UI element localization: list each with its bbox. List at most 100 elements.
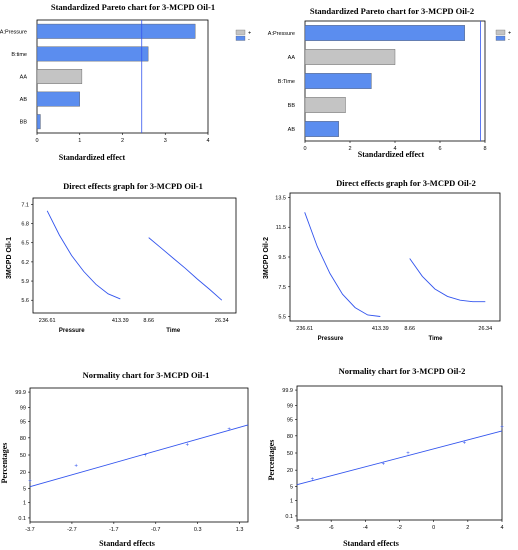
x-tick-label: 1 — [78, 138, 81, 144]
x-tick-label: 0.3 — [194, 527, 202, 533]
pareto-bar — [304, 73, 372, 89]
x-tick-label: 0 — [35, 138, 38, 144]
y-tick-label: 1 — [23, 500, 26, 506]
factor-label: Time — [429, 336, 444, 342]
chart-title: Normality chart for 3-MCPD Oil-1 — [83, 370, 210, 380]
effect-curve — [46, 210, 121, 300]
y-tick-label: 95 — [20, 419, 26, 425]
data-point: + — [74, 464, 78, 470]
x-tick-label: 236.61 — [39, 318, 56, 324]
plot-frame — [296, 385, 503, 521]
x-tick-label: -6 — [329, 525, 334, 531]
y-tick-label: 99.9 — [282, 388, 293, 394]
chart-title: Standardized Pareto chart for 3-MCPD Oil… — [310, 6, 474, 16]
x-axis-title: Standardized effect — [358, 150, 425, 159]
x-tick-label: 0 — [432, 525, 435, 531]
chart-title: Standardized Pareto chart for 3-MCPD Oil… — [51, 2, 215, 12]
normality-chart-oil-2: Normality chart for 3-MCPD Oil-2 Standar… — [267, 366, 504, 548]
legend-label: + — [248, 31, 251, 37]
chart-title: Normality chart for 3-MCPD Oil-2 — [339, 366, 466, 376]
y-tick-label: 5 — [23, 487, 26, 493]
data-point: + — [382, 462, 386, 468]
legend-swatch — [235, 29, 246, 35]
data-point: + — [185, 442, 189, 448]
category-label: AA — [288, 55, 296, 61]
data-point: + — [311, 477, 315, 483]
y-tick-label: 6.5 — [21, 241, 29, 247]
y-tick-label: 80 — [287, 434, 293, 440]
normality-chart-oil-1: Normality chart for 3-MCPD Oil-1 Standar… — [0, 370, 249, 548]
legend-swatch — [235, 35, 246, 41]
x-tick-label: 1.3 — [236, 527, 244, 533]
y-axis-title: 3MCPD Oil-2 — [263, 237, 270, 279]
legend-swatch — [495, 35, 506, 41]
x-tick-label: 4 — [393, 146, 396, 152]
x-tick-label: 236.61 — [296, 326, 313, 332]
pareto-chart-oil-2: Standardized Pareto chart for 3-MCPD Oil… — [268, 6, 511, 159]
y-tick-label: 50 — [287, 451, 293, 457]
x-tick-label: 2 — [466, 525, 469, 531]
factor-label: Pressure — [318, 336, 344, 342]
chart-title: Direct effects graph for 3-MCPD Oil-1 — [63, 181, 203, 191]
y-tick-label: 99 — [287, 404, 293, 410]
plot-area: 0.1 1 5 20 50 80 95 99 99.9 -8 -6 -4 -2 0 2 4 + + + + + — [282, 385, 504, 531]
plot-area: 0.1 1 5 20 50 80 95 99 99.9 -3.7 -2.7 -1.7 -0.7 0.3 1.… — [15, 387, 249, 533]
chart-title: Direct effects graph for 3-MCPD Oil-2 — [336, 178, 476, 188]
x-tick-label: -2.7 — [67, 527, 76, 533]
category-label: AB — [288, 127, 296, 133]
y-tick-label: 7.5 — [278, 285, 286, 291]
category-label: AA — [20, 75, 28, 81]
y-tick-label: 1 — [290, 498, 293, 504]
x-tick-label: 413.39 — [372, 326, 389, 332]
category-label: AB — [20, 97, 28, 103]
y-tick-label: 0.1 — [18, 516, 26, 522]
data-point: + — [463, 440, 467, 446]
fit-line — [29, 424, 249, 488]
data-point: + — [227, 427, 231, 433]
plot-area: 5.6 5.9 6.2 6.5 6.8 7.1 236.61 413.39 Pressure 8.… — [21, 197, 237, 334]
plot-frame — [32, 197, 237, 314]
x-tick-label: 4 — [206, 138, 209, 144]
x-tick-label: -1.7 — [109, 527, 118, 533]
x-axis-title: Standardized effect — [59, 153, 126, 162]
x-tick-label: -8 — [295, 525, 300, 531]
x-tick-label: 6 — [438, 146, 441, 152]
legend-label: - — [508, 37, 510, 43]
direct-effects-chart-oil-2: Direct effects graph for 3-MCPD Oil-2 3M… — [263, 178, 501, 342]
pareto-bar — [36, 69, 83, 84]
x-tick-label: 4 — [500, 525, 503, 531]
category-label: A:Pressure — [268, 31, 295, 37]
y-tick-label: 5.9 — [21, 279, 29, 285]
data-point: + — [406, 451, 410, 457]
data-point: + — [28, 479, 32, 485]
x-tick-label: 8.66 — [143, 318, 154, 324]
x-axis-title: Standard effects — [99, 539, 155, 548]
plot-frame — [29, 387, 249, 523]
x-tick-label: -4 — [363, 525, 368, 531]
x-tick-label: -2 — [397, 525, 402, 531]
y-tick-label: 0.1 — [285, 514, 293, 520]
effect-curve — [409, 258, 486, 303]
pareto-bar — [36, 91, 80, 107]
pareto-bar — [36, 23, 196, 39]
pareto-bar — [36, 46, 149, 62]
direct-effects-chart-oil-1: Direct effects graph for 3-MCPD Oil-1 3M… — [6, 181, 237, 334]
x-axis-title: Standard effects — [343, 539, 399, 548]
category-label: BB — [288, 103, 296, 109]
pareto-bar — [304, 97, 346, 113]
y-tick-label: 95 — [287, 417, 293, 423]
x-tick-label: -3.7 — [25, 527, 34, 533]
plot-area: A:Pressure B:time AA AB BB 0 1 2 3 4 +- — [0, 19, 251, 144]
y-tick-label: 20 — [287, 468, 293, 474]
pareto-bar — [304, 121, 339, 137]
y-tick-label: 80 — [20, 436, 26, 442]
legend-label: + — [508, 31, 511, 37]
y-tick-label: 9.5 — [278, 255, 286, 261]
category-label: B:Time — [278, 79, 295, 85]
x-tick-label: 8.66 — [404, 326, 415, 332]
x-tick-label: 2 — [121, 138, 124, 144]
plot-area: A:Pressure AA B:Time BB AB 0 2 4 6 8 +- — [268, 20, 511, 152]
legend-label: - — [248, 37, 250, 43]
y-tick-label: 13.5 — [275, 195, 286, 201]
